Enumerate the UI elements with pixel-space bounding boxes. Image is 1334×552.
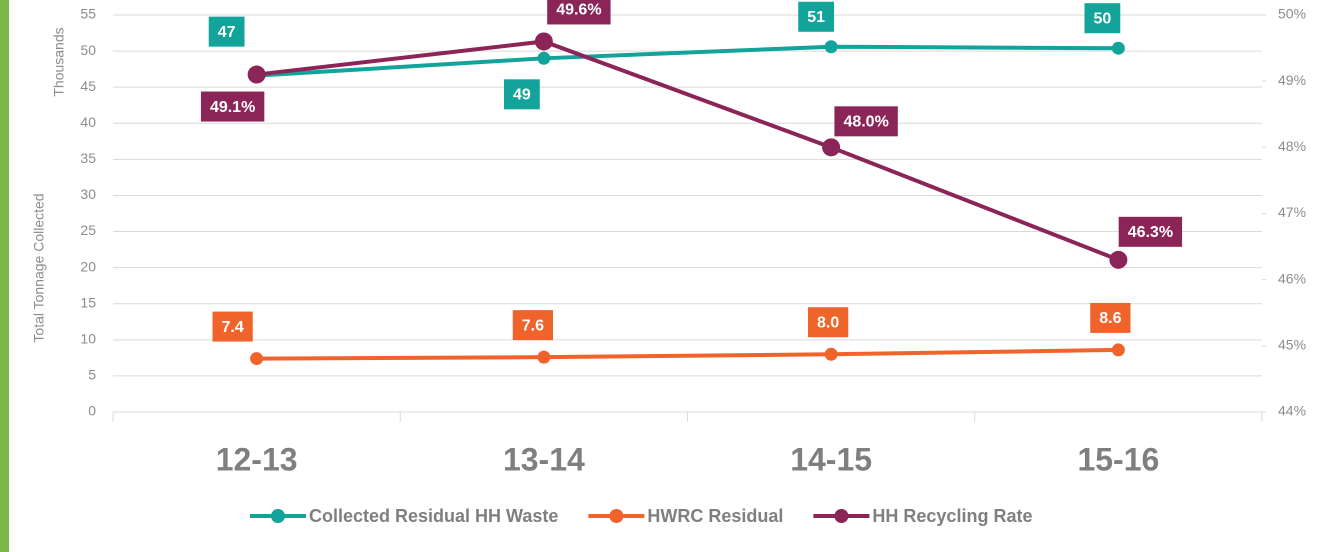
y-tick-label: 0 [88, 403, 96, 419]
y-axis-label: Total Tonnage Collected [31, 193, 47, 342]
data-point [824, 40, 838, 54]
y-tick-label: 50 [80, 42, 96, 58]
legend-dot [834, 509, 849, 523]
legend-label: Collected Residual HH Waste [309, 506, 558, 526]
y2-tick-label: 47% [1278, 204, 1306, 220]
legend-label: HWRC Residual [647, 506, 783, 526]
data-label-box [200, 91, 265, 122]
x-tick-label: 15-16 [1077, 441, 1159, 477]
data-point [1109, 250, 1128, 269]
data-point [534, 32, 553, 51]
data-point [537, 51, 551, 65]
y2-tick-label: 44% [1278, 403, 1306, 419]
y2-tick-label: 49% [1278, 72, 1306, 88]
x-tick-label: 12-13 [216, 441, 298, 477]
data-point [250, 352, 264, 366]
y-tick-label: 55 [80, 6, 96, 22]
data-label-box [503, 79, 540, 110]
data-label-box [208, 16, 245, 47]
legend-dot [609, 509, 624, 523]
data-label: 7.4 [222, 319, 244, 336]
series-line [256, 39, 1120, 262]
x-tick-label: 13-14 [503, 441, 585, 477]
data-label-box [212, 311, 253, 342]
data-point [1111, 343, 1125, 357]
y-tick-label: 30 [80, 186, 96, 202]
data-label-box [834, 106, 898, 137]
y2-tick-label: 45% [1278, 337, 1306, 353]
y-tick-label: 20 [80, 258, 96, 274]
data-label: 8.6 [1099, 310, 1121, 327]
data-label-box [1084, 3, 1121, 34]
data-label-box [512, 310, 553, 341]
data-label: 49.6% [556, 2, 601, 19]
data-label-box [1090, 302, 1131, 333]
legend-label: HH Recycling Rate [872, 506, 1032, 526]
data-point [822, 138, 841, 157]
y-tick-label: 40 [80, 114, 96, 130]
y-unit-label: Thousands [51, 27, 67, 96]
y-tick-label: 15 [80, 294, 96, 310]
y-tick-label: 10 [80, 331, 96, 347]
data-label: 47 [218, 24, 236, 41]
data-label: 8.0 [817, 314, 839, 331]
y2-tick-label: 48% [1278, 138, 1306, 154]
data-label: 49 [513, 87, 531, 104]
data-point [1111, 41, 1125, 55]
legend-dot [271, 509, 285, 523]
series-line [256, 347, 1119, 361]
side-bar [0, 0, 9, 552]
y2-tick-label: 50% [1278, 6, 1306, 22]
y-tick-label: 25 [80, 222, 96, 238]
data-label-box [808, 307, 849, 338]
data-label: 48.0% [843, 114, 888, 131]
data-point [247, 65, 266, 84]
y-tick-label: 35 [80, 150, 96, 166]
series-line [256, 44, 1119, 78]
y2-tick-label: 46% [1278, 270, 1306, 286]
data-label: 50 [1093, 10, 1111, 27]
data-label-box [798, 1, 835, 32]
x-tick-label: 14-15 [790, 441, 872, 477]
data-label: 51 [807, 9, 825, 26]
data-point [824, 347, 838, 361]
y-tick-label: 45 [80, 78, 96, 94]
data-label-box [1118, 216, 1183, 247]
data-label-box [547, 0, 611, 25]
y-tick-label: 5 [88, 367, 96, 383]
data-point [537, 350, 551, 364]
data-label: 49.1% [210, 99, 255, 116]
data-label: 46.3% [1128, 224, 1173, 241]
data-label: 7.6 [522, 317, 544, 334]
